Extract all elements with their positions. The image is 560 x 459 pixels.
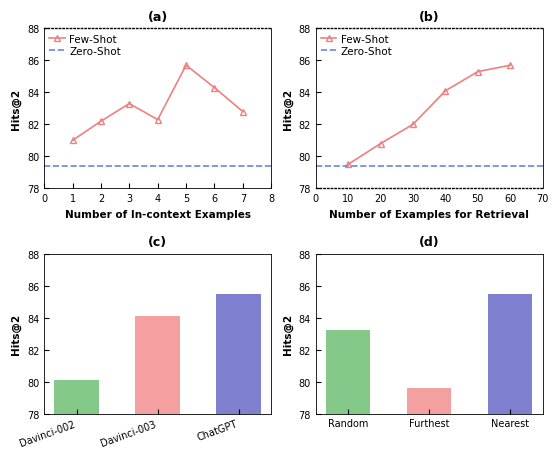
Few-Shot [240,110,246,115]
Few-Shot [474,70,481,75]
Few-Shot [507,63,514,69]
Few-Shot [183,63,189,69]
Zero-Shot [312,164,319,169]
Y-axis label: Hits@2: Hits@2 [11,313,21,354]
Title: (a): (a) [148,11,168,24]
Bar [216,294,261,459]
Few-Shot [126,101,133,107]
Few-Shot [155,118,161,123]
Bar [407,388,451,459]
Few-Shot [345,162,352,168]
Line: Few-Shot: Few-Shot [69,62,246,145]
Title: (d): (d) [419,236,440,249]
Title: (b): (b) [419,11,440,24]
Bar [488,294,533,459]
Few-Shot [442,89,449,95]
Bar [136,316,180,459]
Legend: Few-Shot, Zero-Shot: Few-Shot, Zero-Shot [49,34,121,56]
Zero-Shot [315,164,322,169]
Bar [326,331,371,459]
Title: (c): (c) [148,236,167,249]
Few-Shot [211,86,218,91]
X-axis label: Number of Examples for Retrieval: Number of Examples for Retrieval [329,209,529,219]
Y-axis label: Hits@2: Hits@2 [283,313,293,354]
Few-Shot [97,119,104,125]
Few-Shot [409,123,416,128]
Zero-Shot [41,164,48,169]
Y-axis label: Hits@2: Hits@2 [11,89,21,129]
Few-Shot [377,141,384,147]
X-axis label: Number of In-context Examples: Number of In-context Examples [65,209,251,219]
Y-axis label: Hits@2: Hits@2 [283,89,293,129]
Bar [54,380,99,459]
Few-Shot [69,138,76,144]
Zero-Shot [69,164,76,169]
Legend: Few-Shot, Zero-Shot: Few-Shot, Zero-Shot [321,34,393,56]
Line: Few-Shot: Few-Shot [344,62,514,168]
